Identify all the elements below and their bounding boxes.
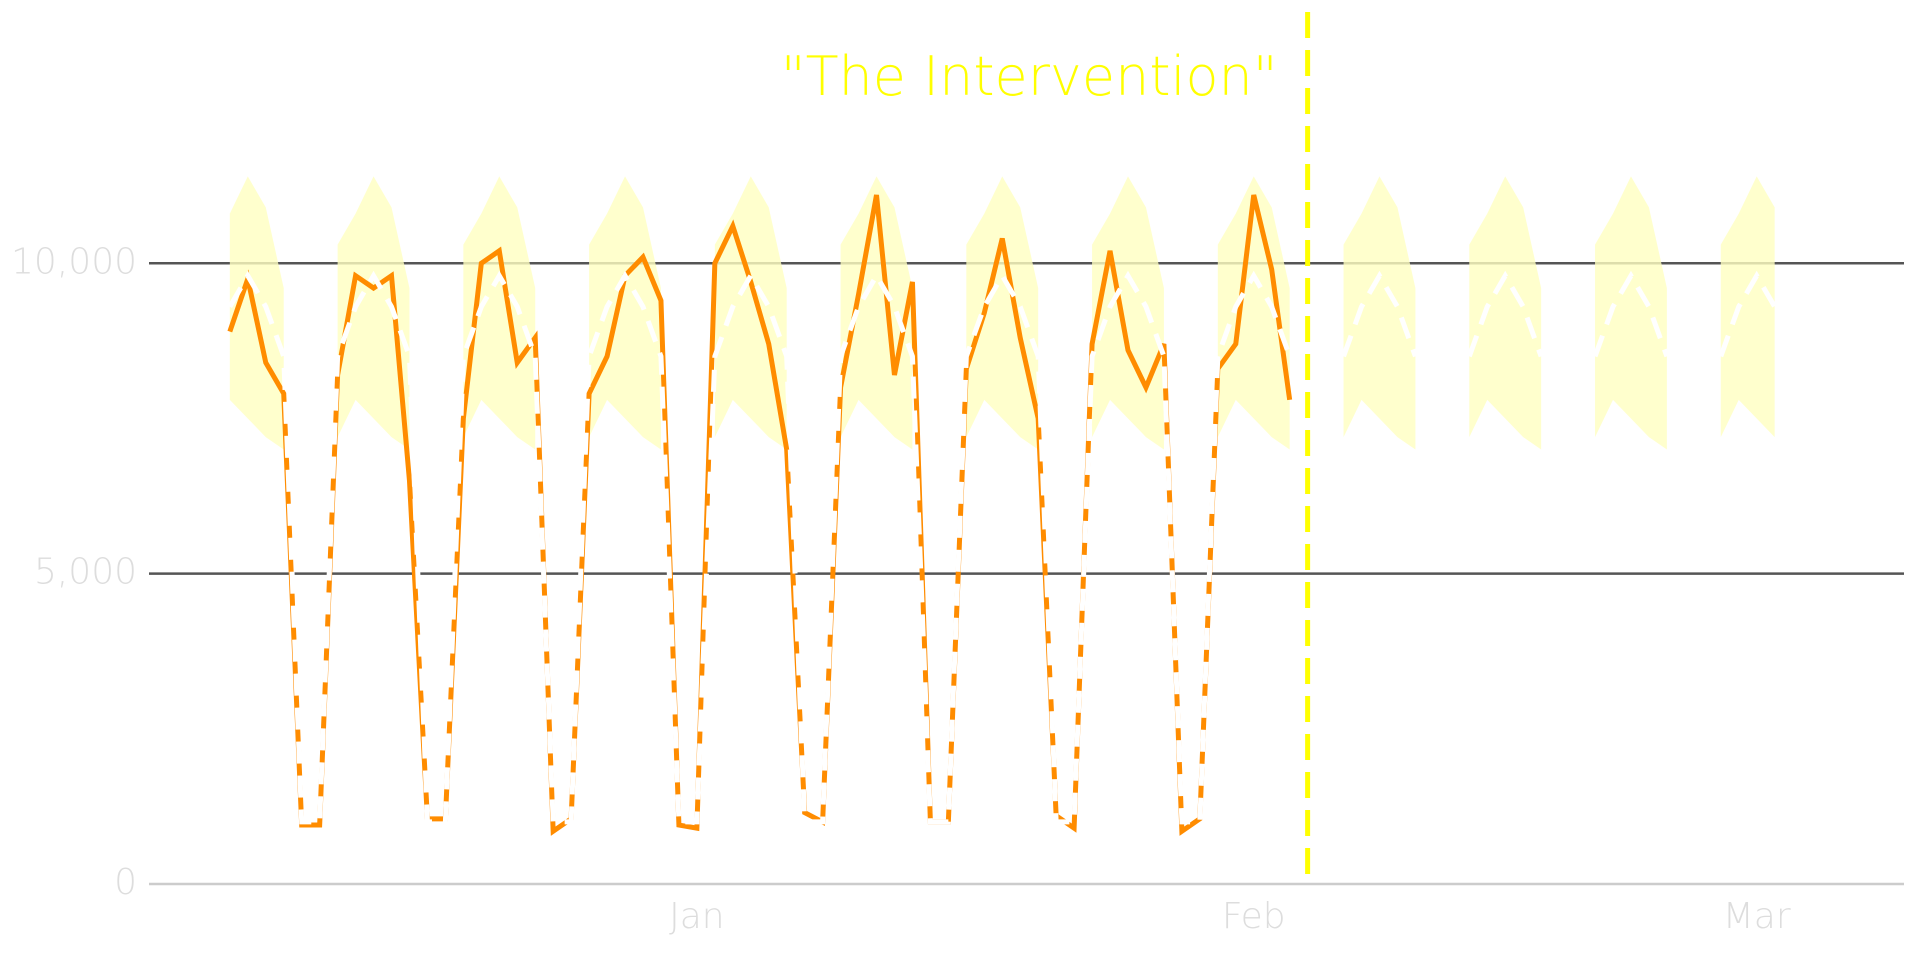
x-tick-label: Mar (1723, 896, 1791, 937)
confidence-band (1343, 176, 1416, 450)
confidence-band (840, 176, 913, 450)
confidence-band (337, 176, 410, 450)
confidence-band (589, 176, 661, 450)
y-tick-label: 10,000 (11, 241, 137, 282)
x-tick-label: Jan (669, 896, 725, 937)
confidence-band (1720, 176, 1775, 438)
annotation-text: "The Intervention" (781, 45, 1278, 108)
y-tick-label: 0 (114, 862, 137, 903)
confidence-band (463, 176, 536, 450)
actual-line (227, 194, 1293, 836)
y-tick-label: 5,000 (34, 552, 137, 593)
confidence-band (1595, 176, 1667, 450)
confidence-band (966, 176, 1039, 450)
confidence-band (1217, 176, 1290, 450)
confidence-band (714, 176, 787, 450)
x-tick-label: Feb (1222, 896, 1286, 937)
forecast-line (227, 270, 1777, 825)
confidence-band (1469, 176, 1542, 450)
confidence-band (1092, 176, 1164, 450)
